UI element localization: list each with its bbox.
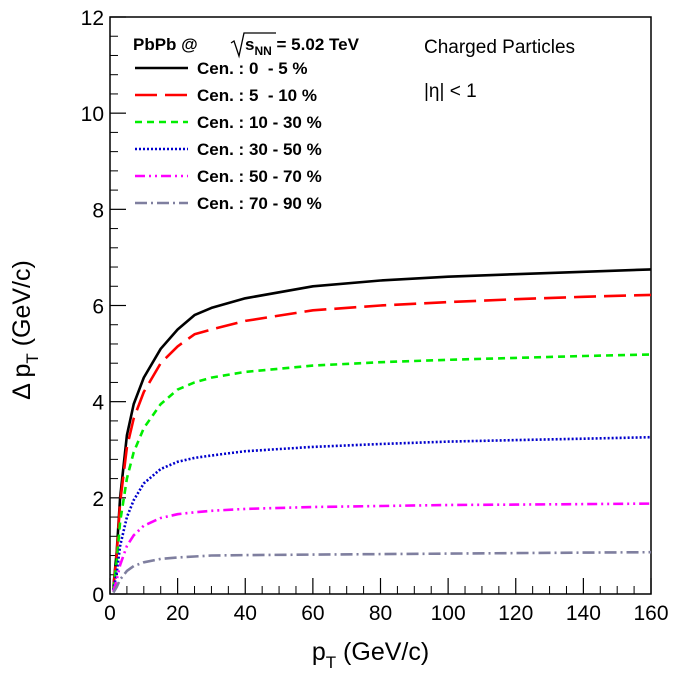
legend-label-1: Cen. : 0 - 5 %: [197, 59, 308, 78]
legend-entries: Cen. : 0 - 5 % Cen. : 5 - 10 % Cen. : 10 -…: [135, 59, 322, 213]
y-axis-title-unit: (GeV/c): [8, 260, 36, 353]
legend-header-radical-symbol: s: [245, 35, 254, 54]
x-tick-label: 40: [234, 602, 257, 625]
x-tick-label: 0: [104, 602, 116, 625]
legend-header-energy: = 5.02 TeV: [272, 35, 360, 54]
y-axis-title: Δ pT (GeV/c): [8, 260, 42, 400]
y-tick-label: 6: [92, 296, 104, 319]
y-tick-label: 12: [81, 7, 104, 30]
legend-header-system: PbPb @: [133, 35, 198, 54]
legend-header-radical-subscript: NN: [254, 44, 271, 58]
series-line-3: [112, 353, 652, 590]
x-axis-title-subscript: T: [326, 653, 336, 672]
legend-header: PbPb @: [133, 35, 198, 54]
sqrt-radical-icon: [230, 32, 276, 59]
series-line-4: [112, 435, 652, 591]
series-lines: [112, 268, 652, 594]
x-tick-label: 160: [633, 602, 668, 625]
y-tick-label: 8: [92, 199, 104, 222]
x-tick-label: 20: [166, 602, 189, 625]
annotation-eta: |η| < 1: [424, 81, 477, 102]
axis-ticks: [109, 16, 652, 595]
y-tick-label: 4: [92, 392, 104, 415]
x-axis-title: pT (GeV/c): [312, 638, 429, 672]
x-tick-label: 60: [301, 602, 324, 625]
x-axis-title-main: p: [312, 638, 326, 666]
axis-tick-labels: 0 20 40 60 80 100 120 140 160 0 2 4 6 8 10 12: [81, 7, 669, 625]
series-line-5: [112, 502, 652, 592]
y-axis-title-subscript: T: [23, 353, 42, 363]
legend-header-energy-text: sNN = 5.02 TeV: [245, 35, 360, 58]
x-tick-label: 100: [431, 602, 466, 625]
series-line-1: [112, 268, 652, 587]
y-axis-title-main: Δ p: [8, 364, 36, 400]
x-axis-title-unit: (GeV/c): [336, 638, 429, 666]
annotation-particles: Charged Particles: [424, 37, 575, 58]
y-tick-label: 2: [92, 488, 104, 511]
y-tick-label: 10: [81, 103, 104, 126]
legend-label-3: Cen. : 10 - 30 %: [197, 113, 322, 132]
legend-label-2: Cen. : 5 - 10 %: [197, 86, 317, 105]
x-tick-label: 120: [498, 602, 533, 625]
legend-label-6: Cen. : 70 - 90 %: [197, 194, 322, 213]
legend-label-5: Cen. : 50 - 70 %: [197, 167, 322, 186]
series-line-6: [112, 550, 652, 594]
legend-label-4: Cen. : 30 - 50 %: [197, 140, 322, 159]
legend: PbPb @ sNN = 5.02 TeV Cen. : 0 - 5 %Cen.…: [133, 32, 360, 213]
series-line-2: [112, 293, 652, 589]
y-tick-label: 0: [92, 584, 104, 607]
x-tick-label: 80: [369, 602, 392, 625]
x-tick-label: 140: [566, 602, 601, 625]
